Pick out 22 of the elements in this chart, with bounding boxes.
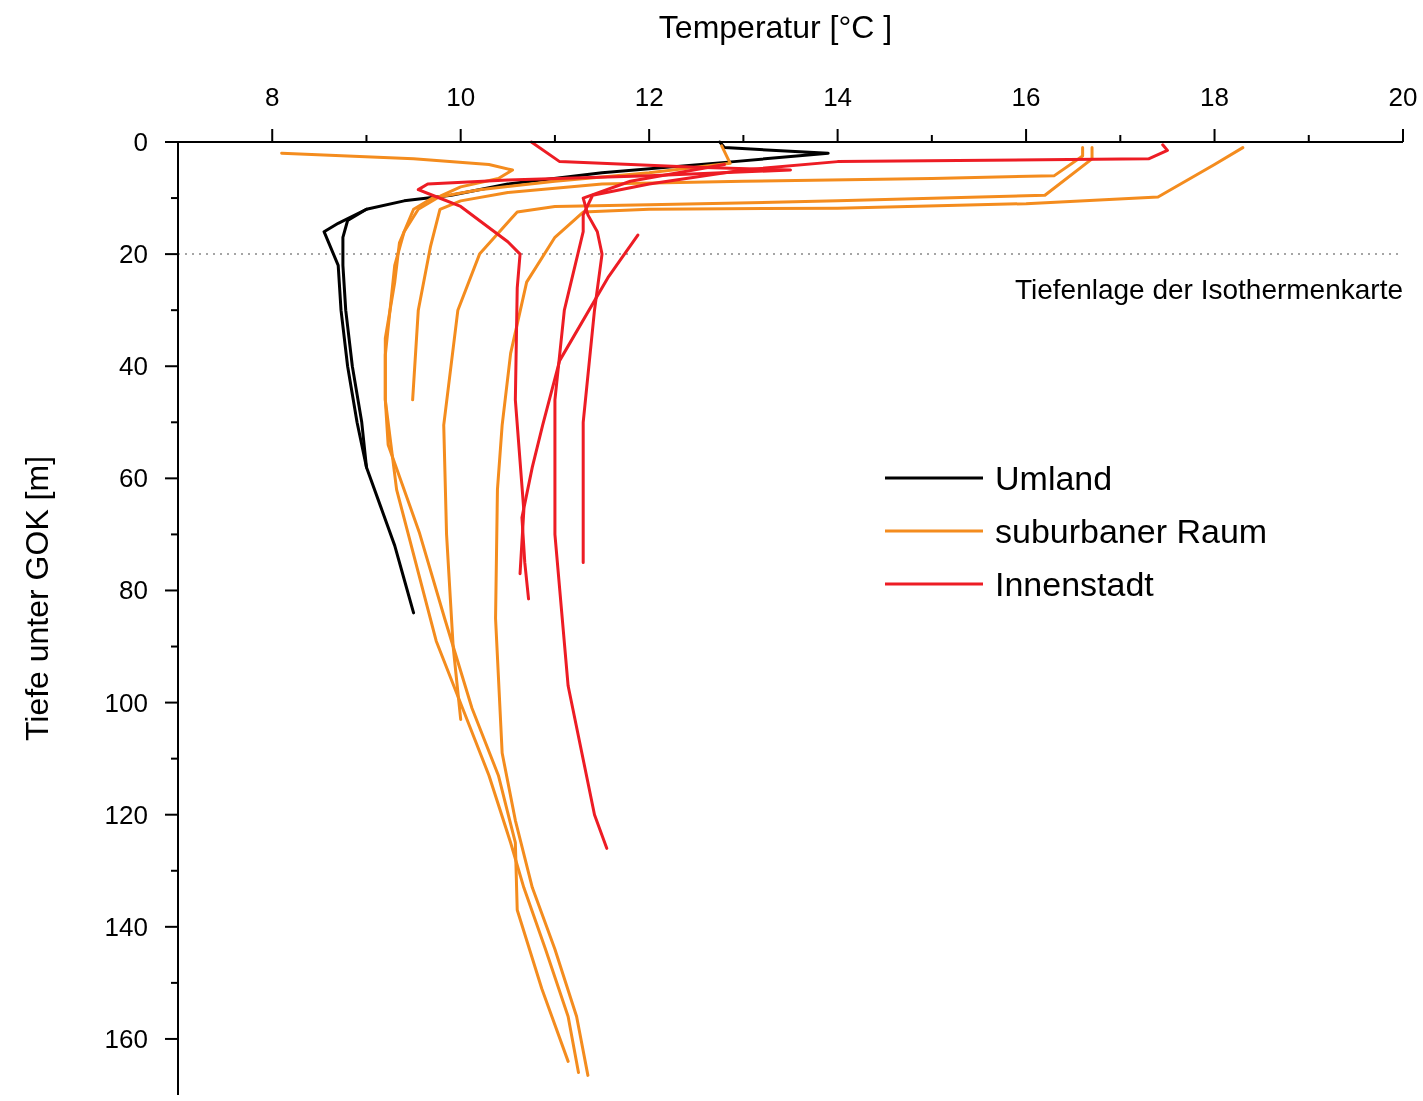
y-tick-label: 0	[133, 127, 148, 157]
x-tick-label: 16	[1011, 82, 1041, 112]
y-tick-label: 140	[104, 911, 148, 942]
x-tick-label: 20	[1388, 82, 1418, 112]
y-tick-label: 160	[104, 1023, 148, 1054]
y-tick-label: 100	[104, 687, 148, 718]
x-tick-label: 12	[634, 82, 664, 112]
y-tick-label: 40	[119, 351, 148, 382]
y-tick-label: 20	[119, 239, 148, 270]
x-tick-label: 8	[265, 82, 280, 112]
y-tick-label: 80	[119, 575, 148, 606]
x-tick-label: 10	[446, 82, 476, 112]
y-tick-label: 120	[104, 799, 148, 830]
x-tick-label: 18	[1200, 82, 1229, 112]
x-tick-label: 14	[823, 82, 853, 112]
y-axis-title: Tiefe unter GOK [m]	[19, 455, 55, 742]
y-tick-label: 60	[119, 463, 148, 494]
legend-label: Umland	[995, 459, 1113, 497]
legend-label: Innenstadt	[995, 565, 1155, 603]
ref-line-label: Tiefenlage der Isothermenkarte	[1014, 274, 1403, 306]
x-axis-title: Temperatur [°C ]	[658, 9, 893, 45]
legend-label: suburbaner Raum	[995, 512, 1268, 550]
